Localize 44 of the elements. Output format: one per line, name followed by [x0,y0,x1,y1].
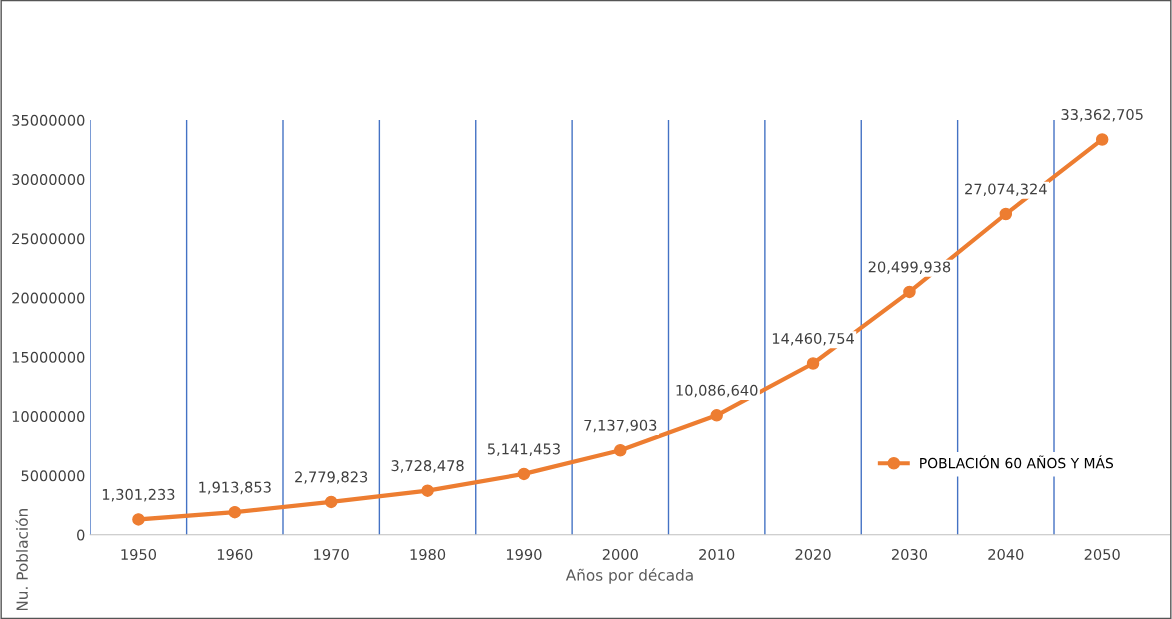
data-label: 2,779,823 [295,471,368,484]
legend-label: POBLACIÓN 60 AÑOS Y MÁS [920,455,1114,469]
point [903,285,916,299]
y-tick-label: 20000000 [12,292,85,304]
data-label: 27,074,324 [965,183,1047,196]
x-tick-label: 2030 [891,548,928,560]
x-tick-label: 2010 [699,548,735,560]
y-tick-label: 35000000 [12,114,85,126]
point [1095,133,1109,146]
y-axis-title: Nu. Población [15,509,28,611]
x-axis-title: Años por década [565,568,693,584]
point [806,357,820,370]
point [324,495,338,509]
x-tick-label: 1990 [506,548,542,560]
y-tick-label: 0 [77,529,85,541]
data-label: 20,499,938 [868,261,951,274]
point [228,505,242,519]
point [999,207,1013,221]
y-tick-label: 15000000 [12,351,85,363]
x-tick-label: 2050 [1084,548,1120,560]
point [132,513,145,526]
data-label: 33,362,705 [1061,108,1143,122]
x-tick-label: 2040 [988,548,1024,560]
data-label: 1,913,853 [199,481,271,495]
data-label: 1,301,233 [102,488,175,502]
y-tick-label: 25000000 [12,233,85,245]
x-tick-label: 1950 [121,548,157,560]
data-label: 14,460,754 [772,332,854,346]
x-tick-label: 1970 [314,548,349,560]
x-tick-label: 2020 [795,548,831,560]
x-tick-label: 1980 [410,548,446,560]
point [517,467,531,481]
data-label: 3,728,478 [391,460,464,473]
data-label: 5,141,453 [487,443,560,456]
data-label: 7,137,903 [584,419,657,433]
point [614,443,627,457]
data-label: 10,086,640 [676,384,758,398]
y-tick-label: 30000000 [12,174,85,186]
point [421,484,434,497]
x-tick-label: 2000 [602,548,638,560]
y-tick-label: 5000000 [21,470,85,482]
x-tick-label: 1960 [217,548,253,560]
point [710,409,723,422]
y-tick-label: 10000000 [12,411,85,423]
